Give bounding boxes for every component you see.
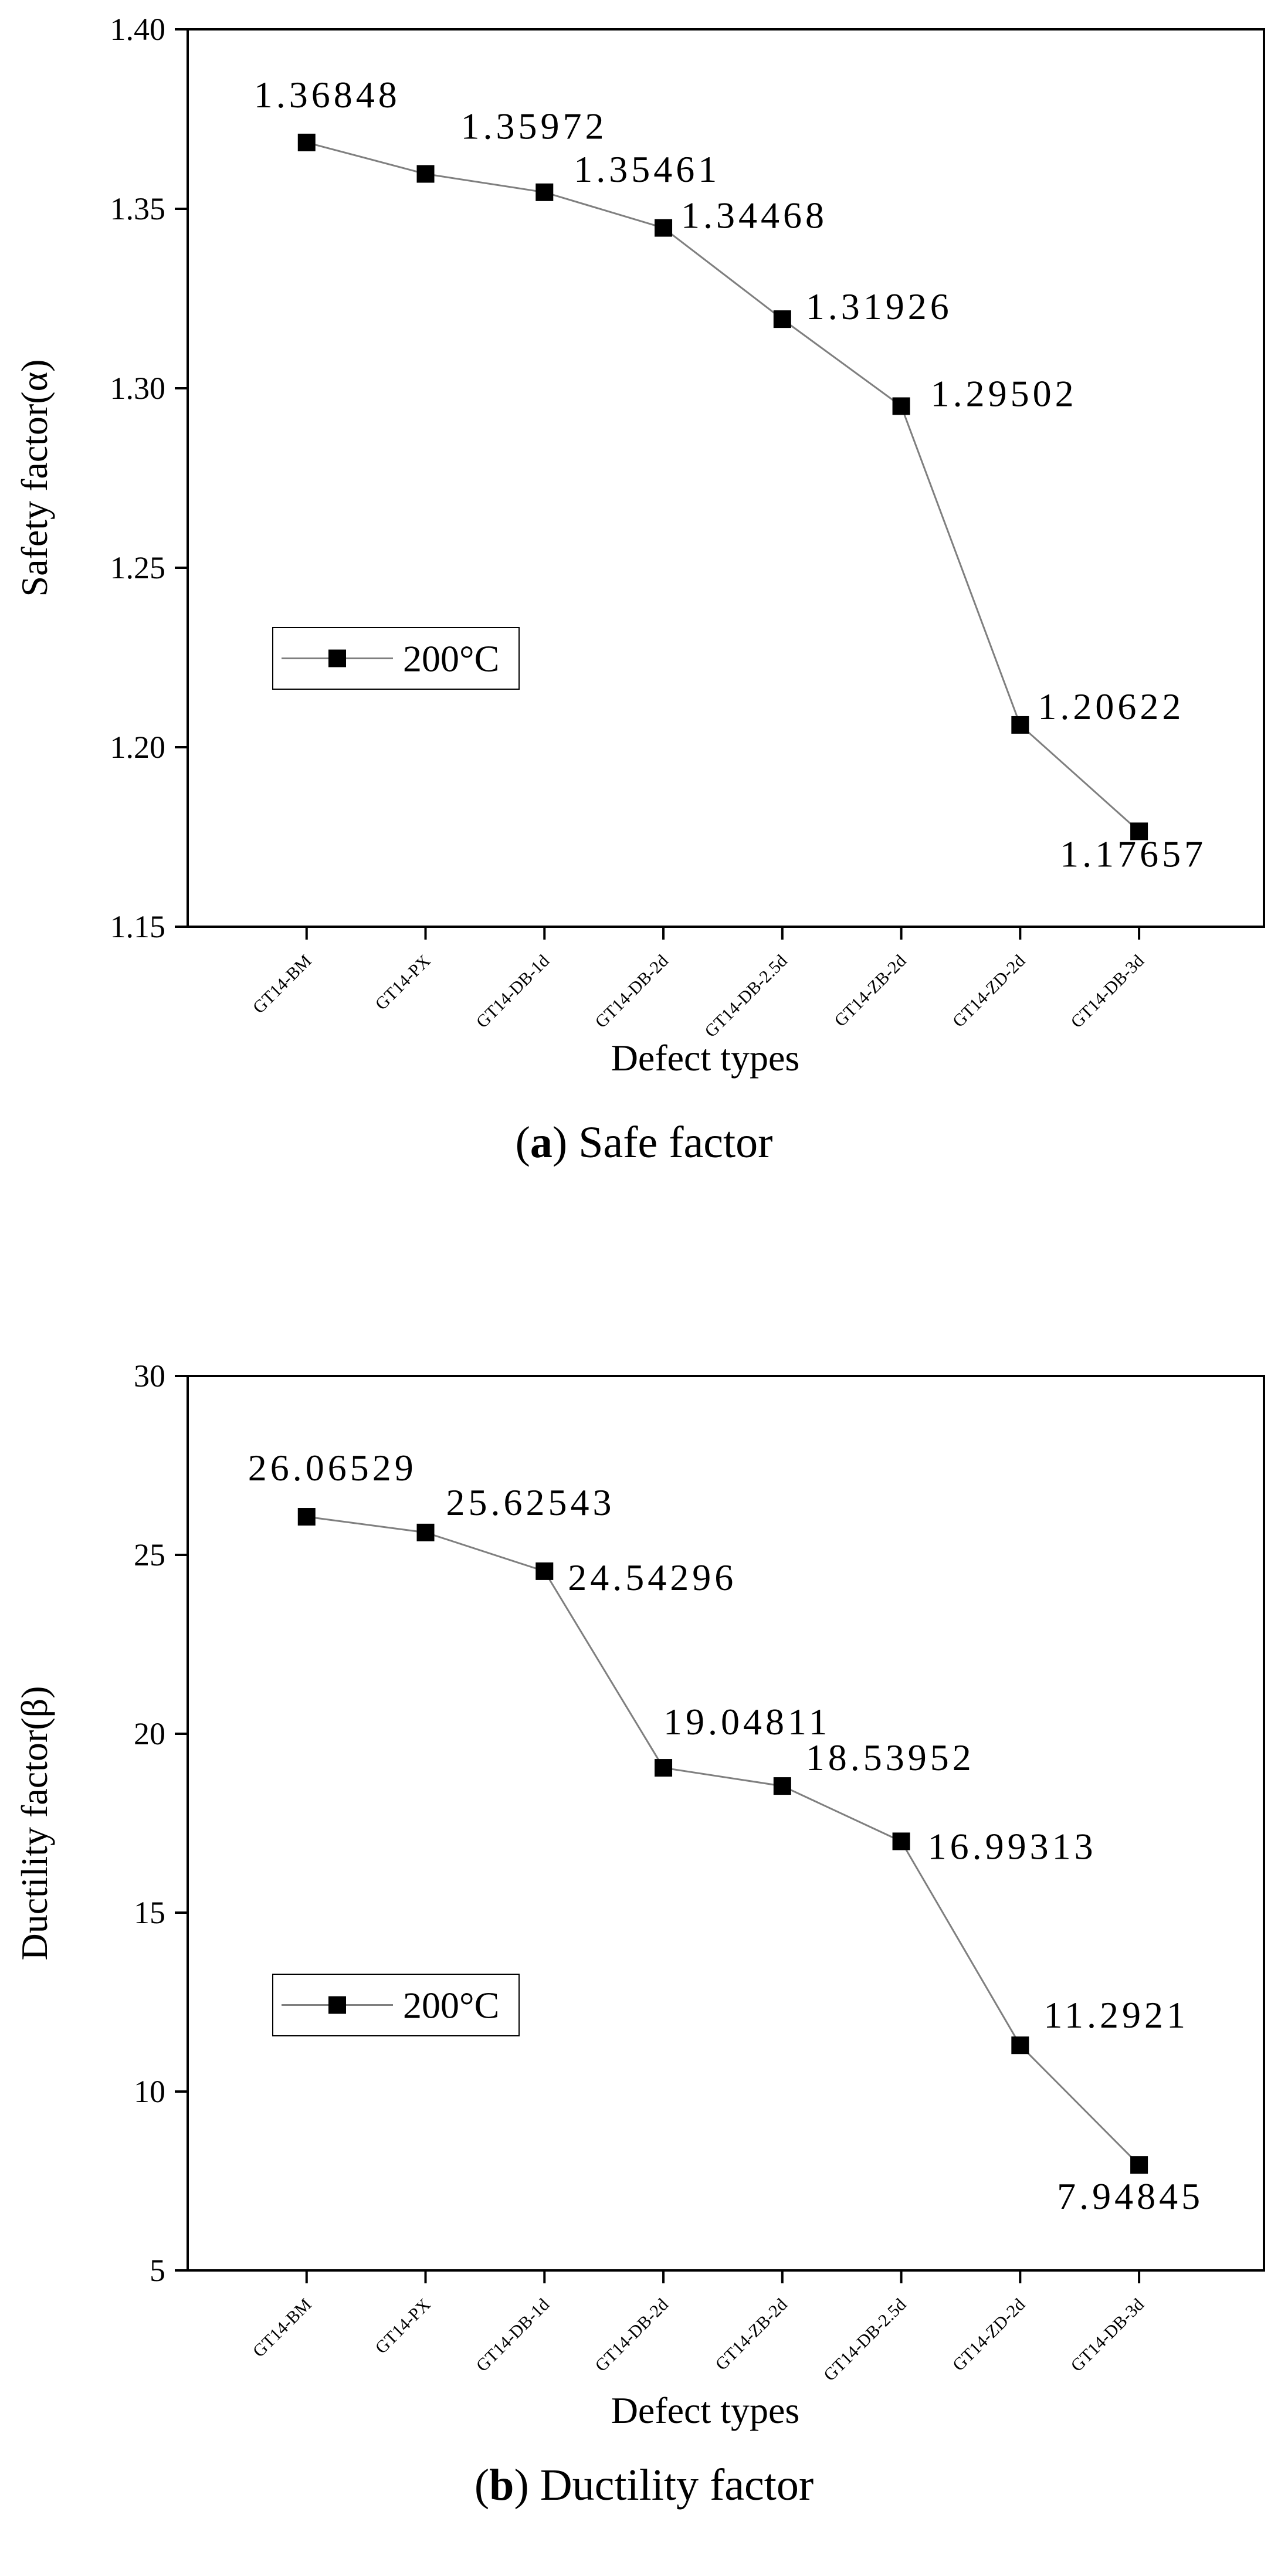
x-axis-title: Defect types bbox=[611, 1037, 800, 1079]
data-label: 1.31926 bbox=[806, 286, 953, 327]
y-tick-label: 20 bbox=[134, 1716, 165, 1751]
series-line bbox=[306, 141, 1140, 832]
y-tick-label: 15 bbox=[134, 1895, 165, 1930]
data-point bbox=[297, 133, 316, 151]
x-tick-label: GT14-DB-1d bbox=[473, 951, 554, 1032]
data-point bbox=[535, 1562, 554, 1580]
data-point bbox=[773, 310, 791, 328]
x-tick-label: GT14-DB-3d bbox=[1067, 2295, 1148, 2376]
data-label: 25.62543 bbox=[446, 1482, 615, 1523]
caption-a-text: Safe factor bbox=[567, 1118, 773, 1167]
data-label: 24.54296 bbox=[568, 1557, 737, 1598]
y-tick-label: 30 bbox=[134, 1358, 165, 1394]
data-label: 1.35461 bbox=[574, 148, 720, 190]
data-point bbox=[416, 1523, 435, 1541]
data-point bbox=[297, 1508, 316, 1526]
x-tick-label: GT14-DB-2.5d bbox=[820, 2295, 910, 2385]
chart-panel-a: 1.15 1.20 1.25 1.30 1.35 1.40 GT14-BM GT14-PX GT… bbox=[13, 12, 1265, 1167]
data-point bbox=[1011, 716, 1029, 734]
y-tick-label: 1.25 bbox=[110, 550, 166, 585]
legend-label: 200°C bbox=[403, 638, 499, 680]
data-label: 1.35972 bbox=[461, 106, 608, 147]
data-label: 18.53952 bbox=[806, 1737, 975, 1778]
y-axis-title: Ductility factor(β) bbox=[13, 1686, 55, 1961]
safety-factor-chart: 1.15 1.20 1.25 1.30 1.35 1.40 GT14-BM GT14-PX GT… bbox=[13, 12, 1265, 1079]
data-label: 16.99313 bbox=[928, 1825, 1097, 1867]
data-point bbox=[535, 183, 554, 201]
data-label: 1.29502 bbox=[931, 372, 1077, 414]
data-label: 1.34468 bbox=[681, 195, 828, 236]
x-tick-label: GT14-ZB-2d bbox=[711, 2295, 791, 2374]
caption-a: (a) Safe factor bbox=[515, 1118, 773, 1167]
y-tick-label: 10 bbox=[134, 2074, 165, 2109]
data-point bbox=[892, 1832, 910, 1850]
x-tick-label: GT14-DB-2d bbox=[591, 951, 672, 1032]
plot-frame bbox=[187, 1375, 1265, 2272]
caption-b: (b) Ductility factor bbox=[474, 2460, 814, 2510]
caption-a-letter: a bbox=[530, 1118, 553, 1167]
x-tick-label: GT14-PX bbox=[371, 2294, 434, 2357]
x-tick-label: GT14-DB-1d bbox=[473, 2295, 554, 2376]
x-tick-label: GT14-DB-2.5d bbox=[701, 951, 791, 1042]
data-label: 26.06529 bbox=[248, 1447, 417, 1489]
x-tick-label: GT14-ZB-2d bbox=[831, 951, 910, 1031]
legend-box bbox=[272, 627, 520, 690]
x-tick-label: GT14-ZD-2d bbox=[949, 2295, 1029, 2375]
data-label: 7.94845 bbox=[1057, 2175, 1204, 2217]
chart-panel-b: 5 10 15 20 25 30 GT14-BM GT14-PX GT14-DB-1d GT14-… bbox=[0, 1288, 1288, 2576]
y-tick-label: 1.20 bbox=[110, 730, 166, 765]
data-label: 1.20622 bbox=[1038, 686, 1184, 727]
x-tick-label: GT14-DB-2d bbox=[591, 2295, 672, 2376]
ductility-factor-chart: 5 10 15 20 25 30 GT14-BM GT14-PX GT14-DB-1d GT14-… bbox=[13, 1358, 1265, 2431]
y-tick-label: 1.40 bbox=[110, 12, 166, 47]
x-axis-title: Defect types bbox=[611, 2389, 800, 2431]
data-point bbox=[655, 1759, 673, 1777]
data-label: 19.04811 bbox=[663, 1701, 831, 1743]
legend-marker bbox=[328, 649, 346, 667]
data-point bbox=[773, 1777, 791, 1795]
data-label: 11.2921 bbox=[1043, 1994, 1189, 2036]
data-point bbox=[416, 165, 435, 183]
data-point bbox=[1130, 822, 1148, 840]
x-tick-label: GT14-ZD-2d bbox=[949, 951, 1029, 1031]
x-tick-label: GT14-BM bbox=[249, 951, 316, 1018]
plot-frame bbox=[187, 28, 1265, 928]
legend-marker bbox=[328, 1996, 346, 2014]
caption-b-text: Ductility factor bbox=[528, 2460, 814, 2510]
y-axis-title: Safety factor(α) bbox=[13, 360, 55, 597]
y-tick-label: 1.35 bbox=[110, 191, 166, 226]
x-tick-label: GT14-BM bbox=[249, 2295, 316, 2361]
data-point bbox=[655, 219, 673, 237]
x-tick-label: GT14-PX bbox=[371, 951, 434, 1014]
y-tick-label: 25 bbox=[134, 1537, 165, 1572]
y-tick-label: 1.30 bbox=[110, 371, 166, 406]
data-point bbox=[1011, 2036, 1029, 2055]
legend-label: 200°C bbox=[403, 1985, 499, 2026]
caption-b-letter: b bbox=[489, 2460, 514, 2510]
x-tick-label: GT14-DB-3d bbox=[1067, 951, 1148, 1032]
data-point bbox=[1130, 2156, 1148, 2174]
data-label: 1.36848 bbox=[254, 74, 401, 116]
series-line bbox=[306, 1516, 1140, 2166]
y-tick-label: 1.15 bbox=[110, 909, 166, 944]
data-point bbox=[892, 397, 910, 415]
data-label: 1.17657 bbox=[1060, 833, 1206, 875]
y-tick-label: 5 bbox=[150, 2253, 165, 2288]
